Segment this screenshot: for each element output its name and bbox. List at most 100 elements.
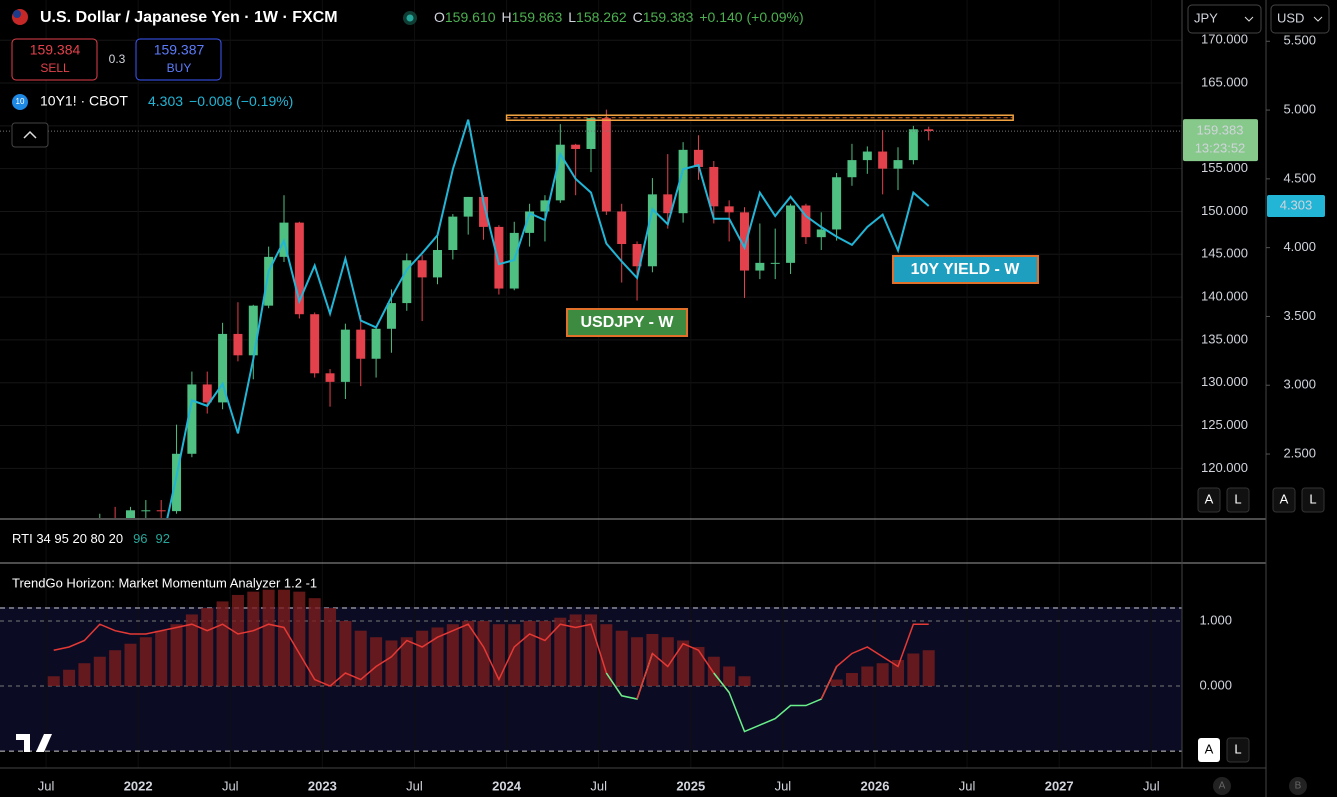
y-tick-label: 155.000 [1201, 160, 1248, 175]
y-tick-label: 145.000 [1201, 246, 1248, 261]
histogram-bar [462, 620, 475, 687]
candle-body [356, 329, 366, 359]
rti-title: RTI 34 95 20 80 20 [12, 531, 123, 546]
x-tick-label: Jul [222, 778, 239, 793]
x-tick-label: 2023 [308, 778, 337, 793]
annotation-box [566, 308, 688, 337]
pane-label[interactable]: A [1219, 781, 1226, 792]
dropdown-chevron[interactable] [1244, 16, 1254, 22]
histogram-bar [231, 594, 244, 687]
x-tick-label: 2022 [124, 778, 153, 793]
currency-right[interactable]: USD [1277, 10, 1304, 25]
candle-body [386, 303, 396, 329]
auto-button[interactable] [1272, 487, 1296, 513]
candle-body [187, 384, 197, 454]
candle-body [202, 384, 212, 403]
histogram-bar [93, 656, 106, 687]
auto-label[interactable]: A [1205, 491, 1214, 506]
x-tick-label: Jul [775, 778, 792, 793]
auto-button[interactable] [1197, 487, 1221, 513]
annotation-label: USDJPY - W [580, 314, 674, 331]
x-tick-label: 2024 [492, 778, 522, 793]
collapse-icon[interactable] [23, 130, 37, 139]
histogram-bar [523, 620, 536, 687]
sell-button[interactable] [11, 38, 98, 81]
histogram-bar [907, 653, 920, 687]
buy-label[interactable]: BUY [167, 61, 192, 75]
x-tick-label: Jul [406, 778, 423, 793]
dropdown-chevron[interactable] [1313, 16, 1323, 22]
buy-price[interactable]: 159.387 [154, 42, 205, 58]
histogram-bar [216, 601, 229, 687]
auto-label[interactable]: A [1280, 491, 1289, 506]
candle-body [709, 166, 719, 207]
oscillator-layer [0, 589, 1182, 752]
overlay-symbol: 10Y1! · CBOT [40, 93, 128, 109]
candle-body [770, 262, 780, 264]
histogram-bar [446, 624, 459, 687]
oscillator-title: TrendGo Horizon: Market Momentum Analyze… [12, 575, 317, 590]
candle-body [801, 205, 811, 238]
currency-dropdown[interactable] [1187, 4, 1262, 34]
momentum-line [820, 623, 929, 700]
log-label[interactable]: L [1234, 491, 1241, 506]
ohlc-key: L [568, 9, 576, 25]
histogram-bar [416, 630, 429, 687]
log-label[interactable]: L [1309, 491, 1316, 506]
rti-readout: RTI 34 95 20 80 20 96 92 [12, 531, 170, 546]
yield-line [166, 119, 930, 518]
y-tick-label: 0.000 [1199, 677, 1232, 692]
candle-body [172, 453, 182, 512]
last-price-label: 159.383 [1197, 123, 1244, 138]
histogram-bar [569, 614, 582, 687]
candle-body [125, 510, 135, 518]
histogram-bar [830, 679, 843, 687]
histogram-bar [155, 630, 168, 687]
histogram-bar [370, 637, 383, 687]
x-tick-label: 2026 [861, 778, 890, 793]
yield-tag-label: 4.303 [1280, 197, 1313, 212]
candle-body [893, 160, 903, 169]
overlay-value: 4.303 [148, 93, 183, 109]
sell-label[interactable]: SELL [40, 61, 70, 75]
histogram-bar [723, 666, 736, 687]
histogram-bar [277, 589, 290, 687]
x-tick-label: Jul [1143, 778, 1160, 793]
buy-button[interactable] [135, 38, 222, 81]
auto-button[interactable] [1198, 738, 1220, 762]
pane-button[interactable] [1289, 777, 1307, 795]
symbol-title: U.S. Dollar / Japanese Yen · 1W · FXCM [40, 9, 338, 26]
pane-label[interactable]: B [1295, 781, 1302, 792]
candle-body [432, 250, 442, 278]
candle-body [862, 151, 872, 161]
candle-body [525, 211, 535, 233]
x-tick-label: 2027 [1045, 778, 1074, 793]
histogram-bar [477, 620, 490, 687]
candle-body [156, 510, 166, 512]
currency-dropdown[interactable] [1270, 4, 1330, 34]
y-tick-label: 1.000 [1199, 612, 1232, 627]
log-button[interactable] [1226, 487, 1250, 513]
candle-body [647, 194, 657, 267]
annotation-label: 10Y YIELD - W [911, 261, 1021, 278]
sell-price[interactable]: 159.384 [30, 42, 81, 58]
candle-body [141, 510, 151, 512]
histogram-bar [293, 591, 306, 687]
log-button[interactable] [1226, 737, 1250, 763]
collapse-button[interactable] [11, 122, 49, 148]
log-button[interactable] [1301, 487, 1325, 513]
candle-body [294, 222, 304, 315]
y-tick-label: 140.000 [1201, 289, 1248, 304]
y2-tick-label: 5.000 [1283, 102, 1316, 117]
candle-body [847, 160, 857, 178]
histogram-bar [47, 676, 60, 687]
auto-label[interactable]: A [1205, 741, 1214, 756]
histogram-bar [308, 598, 321, 687]
log-label[interactable]: L [1234, 741, 1241, 756]
x-tick-label: Jul [38, 778, 55, 793]
currency-left[interactable]: JPY [1194, 10, 1218, 25]
pane-button[interactable] [1213, 777, 1231, 795]
momentum-line [713, 666, 838, 733]
candle-body [448, 216, 458, 251]
